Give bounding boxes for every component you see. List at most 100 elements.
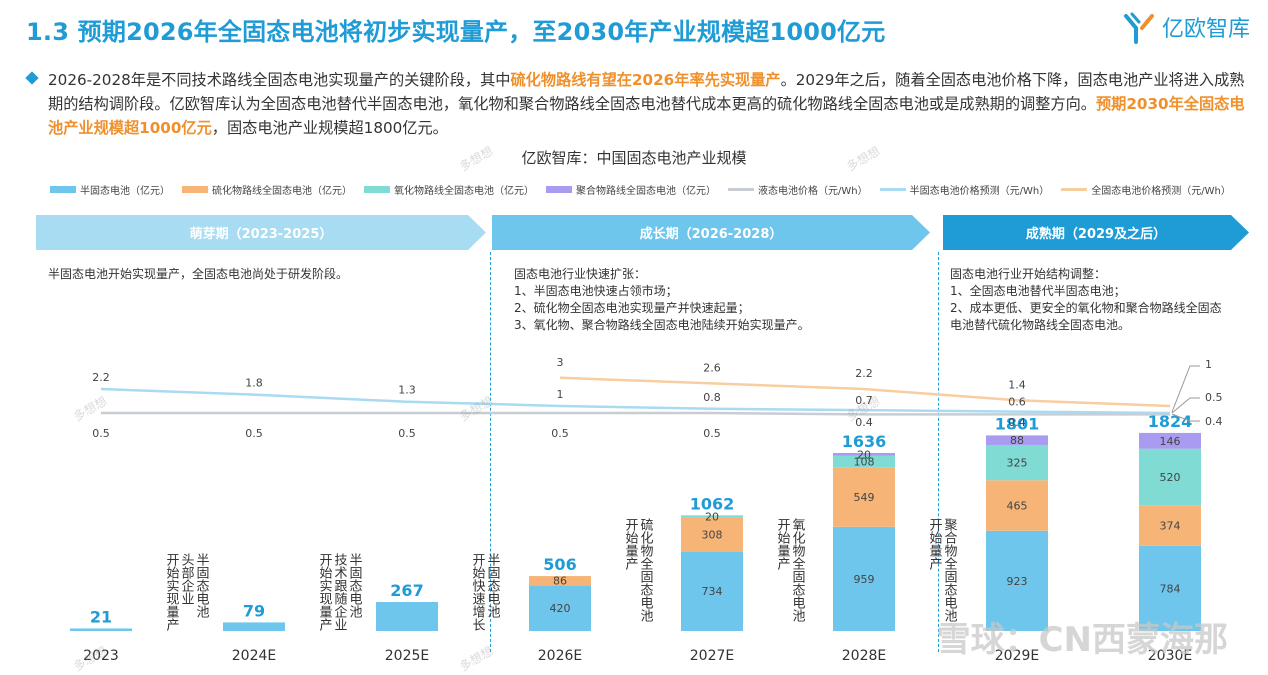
phase-desc-line: 固态电池行业快速扩张：: [514, 267, 647, 281]
x-tick-label: 2025E: [385, 648, 429, 664]
x-tick-label: 2026E: [538, 648, 582, 664]
bar-segment-label: 374: [1160, 520, 1181, 533]
intro-paragraph: 2026-2028年是不同技术路线全固态电池实现量产的关键阶段，其中硫化物路线有…: [25, 68, 1251, 140]
legend-item: 全固态电池价格预测（元/Wh）: [1061, 182, 1231, 197]
bar-segment-semi: [1139, 545, 1201, 631]
bar-segment-semi: [833, 526, 895, 631]
bar-segment-semi: [681, 551, 743, 631]
phase-desc-line: 电池替代硫化物路线全固态电池。: [950, 318, 1131, 332]
phase-divider: [490, 252, 491, 652]
bar-segment-oxide: [1139, 448, 1201, 506]
bar-segment-sulfide: [1139, 505, 1201, 546]
phase-label: 成熟期（2029及之后）: [1025, 227, 1167, 242]
bar-segment-semi: [986, 530, 1048, 631]
bar-annotation-text: 技术跟随企业: [332, 553, 348, 631]
legend-item: 聚合物路线全固态电池（亿元）: [546, 182, 716, 197]
bar-annotation-text: 聚合物全固态电池: [942, 518, 958, 622]
bar-segment-oxide: [681, 515, 743, 518]
phase-desc-line: 1、全固态电池替代半固态电池；: [950, 284, 1126, 298]
x-tick-label: 2029E: [995, 648, 1039, 664]
bar-segment-label: 308: [702, 529, 723, 542]
xueqiu-watermark: 雪球：CN西蒙海那: [936, 620, 1228, 660]
legend-label: 液态电池价格（元/Wh）: [758, 186, 868, 197]
bar-segment-label: 784: [1160, 582, 1181, 595]
bar-annotation-text: 头部企业: [179, 553, 195, 605]
bar-segment-semi: [529, 585, 591, 631]
bar-segment-polymer: [986, 435, 1048, 445]
bar-annotation-text: 半固态电池: [485, 553, 501, 618]
phase-desc-line: 3、氧化物、聚合物路线全固态电池陆续开始实现量产。: [514, 318, 810, 332]
bar-segment-oxide: [986, 444, 1048, 481]
leader-line: [1171, 365, 1200, 413]
bar-annotation-text: 硫化物全固态电池: [638, 518, 654, 622]
price-label: 0.4: [1008, 416, 1026, 429]
bar-annotation-text: 半固态电池: [194, 553, 210, 618]
price-label: 0.5: [398, 427, 416, 440]
chart-legend: 半固态电池（亿元） 硫化物路线全固态电池（亿元） 氧化物路线全固态电池（亿元） 聚合物…: [50, 182, 1243, 197]
price-label: 0.5: [92, 427, 110, 440]
phase-desc-line: 半固态电池开始实现量产，全固态电池尚处于研发阶段。: [48, 267, 349, 281]
bar-annotation-text: 氧化物全固态电池: [790, 518, 806, 622]
bar-segment-label: 20: [857, 448, 871, 461]
phase-banner-sprout: 萌芽期（2023-2025）: [36, 215, 486, 250]
chart-title: 亿欧智库：中国固态电池产业规模: [521, 149, 747, 167]
price-label: 1.4: [1008, 378, 1026, 391]
bar-segment-label: 325: [1007, 457, 1028, 470]
bar-total-label: 21: [90, 608, 112, 627]
legend-item: 硫化物路线全固态电池（亿元）: [182, 182, 352, 197]
bar-total-label: 1824: [1148, 412, 1193, 431]
price-label: 2.2: [855, 367, 873, 380]
legend-swatch: [364, 186, 390, 193]
legend-item: 半固态电池价格预测（元/Wh）: [879, 182, 1050, 197]
bar-total-label: 1801: [995, 414, 1040, 433]
bar-total-label: 1636: [842, 432, 887, 451]
phase-divider: [938, 252, 939, 652]
bar-annotation-text: 半固态电池: [347, 553, 363, 618]
phase-label: 萌芽期（2023-2025）: [189, 227, 333, 242]
price-label: 1.8: [245, 377, 263, 390]
legend-label: 半固态电池（亿元）: [80, 186, 170, 197]
bar-segment-sulfide: [681, 517, 743, 552]
leader-line: [1171, 397, 1200, 414]
bar-segment-label: 88: [1010, 434, 1024, 447]
bar-segment-label: 86: [553, 575, 567, 588]
bar-segment-label: 420: [550, 602, 571, 615]
bar-segment-semi: [70, 628, 132, 631]
phase-desc-line: 1、半固态电池快速占领市场；: [514, 284, 678, 298]
legend-label: 硫化物路线全固态电池（亿元）: [212, 186, 352, 197]
logo: 亿欧智库: [1122, 10, 1250, 44]
page-title: 1.3 预期2026年全固态电池将初步实现量产，至2030年产业规模超1000亿…: [26, 18, 886, 46]
intro-text-1: 2026-2028年是不同技术路线全固态电池实现量产的关键阶段，其中: [48, 71, 511, 89]
bar-segment-label: 520: [1160, 471, 1181, 484]
bar-annotation-text: 开始快速增长: [470, 553, 486, 631]
bar-total-label: 1062: [690, 494, 735, 513]
price-label: 1: [557, 388, 564, 401]
bar-annotation-text: 开始实现量产: [317, 553, 333, 632]
phase-desc-line: 2、成本更低、更安全的氧化物和聚合物路线全固态: [950, 301, 1222, 315]
legend-item: 氧化物路线全固态电池（亿元）: [364, 182, 534, 197]
price-label: 3: [557, 356, 564, 369]
price-label: 0.4: [855, 416, 873, 429]
legend-swatch: [546, 186, 572, 193]
legend-label: 半固态电池价格预测（元/Wh）: [909, 186, 1050, 197]
price-label: 0.6: [1008, 396, 1026, 409]
intro-text-3: ，固态电池产业规模超1800亿元。: [211, 119, 448, 137]
phase-label: 成长期（2026-2028）: [639, 227, 783, 242]
bar-segment-label: 734: [702, 585, 723, 598]
bar-segment-sulfide: [833, 467, 895, 527]
price-label: 0.5: [703, 427, 721, 440]
bar-segment-label: 549: [854, 491, 875, 504]
x-tick-label: 2030E: [1148, 648, 1192, 664]
price-label: 0.5: [245, 427, 263, 440]
legend-label: 氧化物路线全固态电池（亿元）: [394, 186, 534, 197]
bar-segment-polymer: [833, 453, 895, 456]
phase-desc-mature: 固态电池行业开始结构调整： 1、全固态电池替代半固态电池； 2、成本更低、更安全…: [950, 266, 1260, 334]
bar-segment-label: 20: [705, 511, 719, 524]
bar-segment-sulfide: [529, 576, 591, 586]
legend-label: 全固态电池价格预测（元/Wh）: [1091, 186, 1231, 197]
phase-desc-line: 2、硫化物全固态电池实现量产并快速起量；: [514, 301, 750, 315]
bar-annotation-text: 开始量产: [775, 518, 791, 571]
price-line-all_price: [559, 376, 1171, 408]
bar-total-label: 267: [390, 581, 423, 600]
